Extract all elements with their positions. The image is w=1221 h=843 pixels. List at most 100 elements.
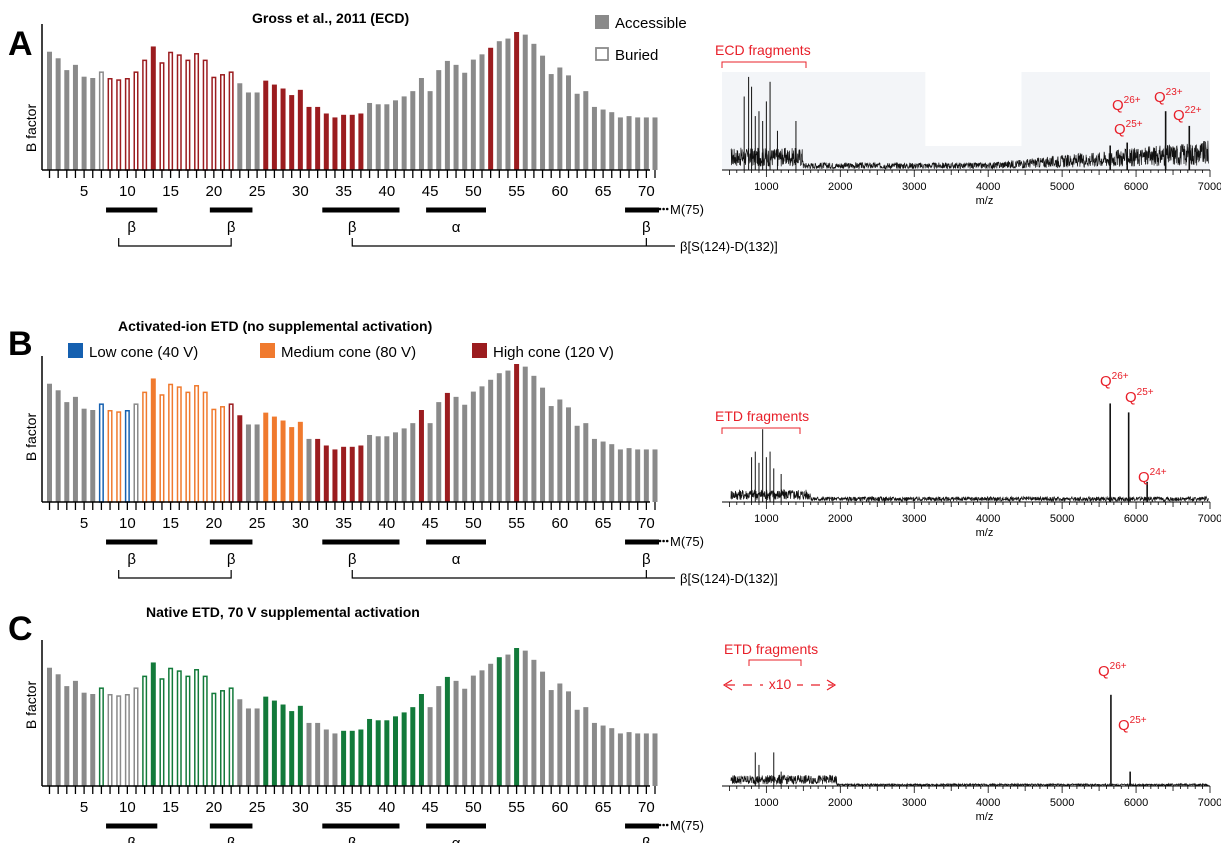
- zoom-arrow-right: [826, 679, 837, 691]
- x-tick-label: 50: [465, 799, 482, 816]
- x-tick-label: 65: [595, 183, 612, 200]
- peak-label: Q26+: [1098, 661, 1127, 680]
- peak-label: Q26+: [1100, 371, 1129, 390]
- peak-label-main: Q: [1154, 89, 1166, 106]
- bar-residue-45: [427, 423, 433, 502]
- medium-cone-label: Medium cone (80 V): [281, 344, 416, 361]
- x-tick-label: 10: [119, 183, 136, 200]
- x-tick-label: 5: [80, 799, 88, 816]
- bar-residue-37: [358, 445, 364, 502]
- bar-residue-48: [453, 64, 459, 170]
- ss-bar-3: [322, 207, 400, 213]
- x-tick-label: 45: [422, 515, 439, 532]
- bar-residue-64: [591, 106, 597, 170]
- bar-residue-41: [393, 432, 398, 502]
- bar-residue-23: [237, 699, 243, 786]
- peak-label-sup: 26+: [1124, 95, 1141, 106]
- bar-residue-50: [470, 59, 476, 170]
- bar-series: [47, 364, 658, 503]
- bar-residue-37: [358, 113, 364, 170]
- bar-residue-32: [315, 106, 321, 170]
- bar-residue-67: [617, 117, 623, 170]
- bar-residue-65: [600, 109, 606, 170]
- bar-residue-11: [133, 687, 139, 787]
- bar-residue-62: [574, 425, 580, 502]
- ss-bar-2: [209, 539, 253, 545]
- bar-residue-60: [557, 399, 563, 502]
- ss-bar-3: [322, 823, 400, 829]
- bar-residue-60: [557, 67, 563, 170]
- x-tick-label: 5: [80, 183, 88, 200]
- peak-label-main: Q: [1114, 121, 1126, 138]
- ss-label-3: β: [348, 835, 357, 843]
- bar-residue-66: [609, 728, 615, 786]
- bar-residue-14: [159, 394, 165, 503]
- ss-label-4: α: [452, 219, 461, 236]
- y-axis-label: B factor: [23, 681, 39, 730]
- bar-residue-48: [453, 680, 459, 786]
- bar-residue-39: [375, 720, 381, 786]
- bar-residue-64: [591, 438, 597, 502]
- bar-residue-55: [514, 364, 520, 502]
- bar-residue-47: [444, 676, 450, 786]
- y-axis-label: B factor: [23, 413, 39, 462]
- ellipsis-dot: [665, 539, 669, 543]
- fragment-bracket: [721, 61, 807, 68]
- bar-residue-20: [211, 76, 217, 171]
- bar-residue-22: [228, 687, 234, 787]
- x-tick-label: 10: [119, 515, 136, 532]
- spectrum-tick-label: 2000: [828, 181, 852, 193]
- bar-residue-49: [462, 72, 468, 170]
- bar-residue-21: [220, 74, 225, 171]
- bar-residue-23: [237, 83, 243, 170]
- bar-residue-37: [358, 729, 364, 786]
- spectrum-tick-label: 3000: [902, 513, 926, 525]
- bar-residue-3: [64, 70, 70, 170]
- spectrum-tick-label: 7000: [1198, 181, 1221, 193]
- peak-label: Q22+: [1173, 105, 1202, 124]
- bar-residue-41: [393, 100, 398, 170]
- x-tick-label: 35: [335, 515, 352, 532]
- bar-residue-49: [462, 404, 468, 502]
- bar-residue-47: [444, 60, 450, 170]
- x-tick-label: 40: [379, 515, 396, 532]
- x-tick-label: 70: [638, 515, 655, 532]
- bar-residue-40: [384, 436, 390, 502]
- x-tick-label: 45: [422, 183, 439, 200]
- x-tick-label: 45: [422, 799, 439, 816]
- bar-residue-13: [150, 662, 156, 786]
- ss-end-label: M(75): [670, 202, 704, 217]
- spectrum-tick-label: 4000: [976, 797, 1000, 809]
- bar-residue-60: [557, 683, 563, 786]
- bar-residue-10: [124, 694, 130, 787]
- bar-residue-63: [583, 423, 589, 502]
- bar-residue-11: [133, 403, 139, 503]
- bar-residue-7: [98, 403, 104, 503]
- peak-label: Q25+: [1118, 715, 1147, 734]
- bar-residue-31: [306, 106, 312, 170]
- bar-residue-12: [142, 391, 148, 503]
- bar-residue-52: [488, 663, 494, 786]
- bar-residue-7: [98, 71, 104, 171]
- bar-residue-13: [150, 46, 156, 171]
- spectrum-tick-label: 7000: [1198, 797, 1221, 809]
- bar-residue-12: [142, 675, 148, 787]
- x-tick-label: 55: [508, 515, 525, 532]
- bar-residue-54: [505, 654, 511, 786]
- peak-label-sup: 22+: [1185, 105, 1202, 116]
- bar-residue-29: [289, 711, 295, 786]
- disulfide-bracket: [118, 238, 232, 247]
- x-tick-label: 20: [206, 515, 223, 532]
- bar-residue-57: [531, 43, 537, 171]
- mass-spectrum: 1000 2000 3000 4000 5000 6000 7000m/zQ26+Q25+Q…: [715, 42, 1221, 207]
- bar-residue-50: [470, 675, 476, 786]
- bar-residue-51: [479, 670, 485, 786]
- bar-residue-45: [427, 707, 433, 786]
- bar-residue-46: [436, 70, 442, 170]
- spectrum-tick-label: 6000: [1124, 181, 1148, 193]
- spectrum-trace: [730, 489, 1209, 503]
- peak-label-sup: 25+: [1137, 387, 1154, 398]
- bar-residue-56: [522, 366, 528, 502]
- bar-residue-36: [349, 446, 355, 502]
